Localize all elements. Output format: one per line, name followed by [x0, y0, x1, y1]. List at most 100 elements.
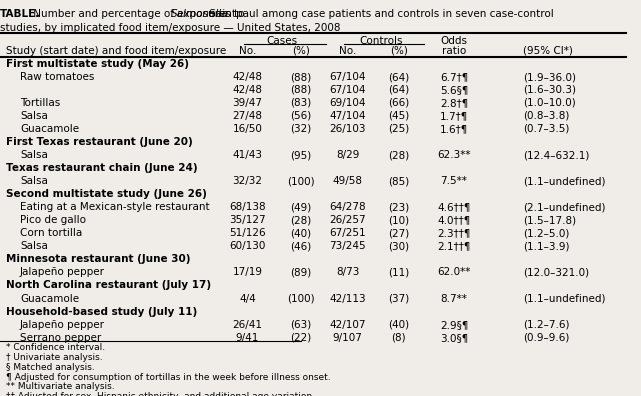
- Text: Salsa: Salsa: [20, 241, 48, 251]
- Text: (46): (46): [290, 241, 312, 251]
- Text: Jalapeño pepper: Jalapeño pepper: [20, 267, 105, 278]
- Text: (1.2–7.6): (1.2–7.6): [523, 320, 569, 330]
- Text: (23): (23): [388, 202, 410, 212]
- Text: (27): (27): [388, 228, 410, 238]
- Text: (30): (30): [388, 241, 410, 251]
- Text: Salsa: Salsa: [20, 111, 48, 121]
- Text: § Matched analysis.: § Matched analysis.: [6, 363, 95, 372]
- Text: (63): (63): [290, 320, 312, 330]
- Text: (83): (83): [290, 98, 312, 108]
- Text: 47/104: 47/104: [329, 111, 366, 121]
- Text: (28): (28): [290, 215, 312, 225]
- Text: (1.1–3.9): (1.1–3.9): [523, 241, 569, 251]
- Text: †† Adjusted for sex, Hispanic ethnicity, and additional age variation.: †† Adjusted for sex, Hispanic ethnicity,…: [6, 392, 315, 396]
- Text: Tortillas: Tortillas: [20, 98, 60, 108]
- Text: 4.6††¶: 4.6††¶: [437, 202, 470, 212]
- Text: (1.9–36.0): (1.9–36.0): [523, 72, 576, 82]
- Text: (%): (%): [390, 46, 408, 56]
- Text: 73/245: 73/245: [329, 241, 366, 251]
- Text: (56): (56): [290, 111, 312, 121]
- Text: No.: No.: [339, 46, 356, 56]
- Text: (0.9–9.6): (0.9–9.6): [523, 333, 569, 343]
- Text: (1.6–30.3): (1.6–30.3): [523, 85, 576, 95]
- Text: (1.0–10.0): (1.0–10.0): [523, 98, 576, 108]
- Text: 2.3††¶: 2.3††¶: [437, 228, 470, 238]
- Text: 62.3**: 62.3**: [437, 150, 470, 160]
- Text: Second multistate study (June 26): Second multistate study (June 26): [6, 189, 207, 199]
- Text: Guacamole: Guacamole: [20, 124, 79, 134]
- Text: (66): (66): [388, 98, 410, 108]
- Text: (40): (40): [290, 228, 311, 238]
- Text: (1.5–17.8): (1.5–17.8): [523, 215, 576, 225]
- Text: 68/138: 68/138: [229, 202, 265, 212]
- Text: 17/19: 17/19: [232, 267, 262, 278]
- Text: (49): (49): [290, 202, 312, 212]
- Text: (0.7–3.5): (0.7–3.5): [523, 124, 569, 134]
- Text: 60/130: 60/130: [229, 241, 265, 251]
- Text: 39/47: 39/47: [232, 98, 262, 108]
- Text: (37): (37): [388, 294, 410, 304]
- Text: (100): (100): [287, 294, 314, 304]
- Text: 51/126: 51/126: [229, 228, 265, 238]
- Text: 4/4: 4/4: [239, 294, 256, 304]
- Text: 42/48: 42/48: [232, 85, 262, 95]
- Text: (85): (85): [388, 176, 410, 186]
- Text: 27/48: 27/48: [232, 111, 262, 121]
- Text: (2.1–undefined): (2.1–undefined): [523, 202, 605, 212]
- Text: Study (start date) and food item/exposure: Study (start date) and food item/exposur…: [6, 46, 226, 56]
- Text: Controls: Controls: [360, 36, 403, 46]
- Text: First multistate study (May 26): First multistate study (May 26): [6, 59, 189, 69]
- Text: Guacamole: Guacamole: [20, 294, 79, 304]
- Text: Jalapeño pepper: Jalapeño pepper: [20, 320, 105, 330]
- Text: (1.1–undefined): (1.1–undefined): [523, 176, 605, 186]
- Text: (95% CI*): (95% CI*): [523, 46, 573, 56]
- Text: 67/104: 67/104: [329, 72, 366, 82]
- Text: First Texas restaurant (June 20): First Texas restaurant (June 20): [6, 137, 193, 147]
- Text: (95): (95): [290, 150, 312, 160]
- Text: Salmonella: Salmonella: [171, 9, 228, 19]
- Text: 35/127: 35/127: [229, 215, 265, 225]
- Text: 49/58: 49/58: [333, 176, 363, 186]
- Text: (32): (32): [290, 124, 312, 134]
- Text: * Confidence interval.: * Confidence interval.: [6, 343, 105, 352]
- Text: Cases: Cases: [266, 36, 297, 46]
- Text: (12.0–321.0): (12.0–321.0): [523, 267, 589, 278]
- Text: 64/278: 64/278: [329, 202, 366, 212]
- Text: 6.7†¶: 6.7†¶: [440, 72, 468, 82]
- Text: 4.0††¶: 4.0††¶: [437, 215, 470, 225]
- Text: Texas restaurant chain (June 24): Texas restaurant chain (June 24): [6, 163, 198, 173]
- Text: 26/257: 26/257: [329, 215, 366, 225]
- Text: Odds: Odds: [440, 36, 467, 46]
- Text: Saintpaul among case patients and controls in seven case-control: Saintpaul among case patients and contro…: [206, 9, 554, 19]
- Text: 42/48: 42/48: [232, 72, 262, 82]
- Text: 67/251: 67/251: [329, 228, 366, 238]
- Text: 42/113: 42/113: [329, 294, 366, 304]
- Text: (25): (25): [388, 124, 410, 134]
- Text: 1.6†¶: 1.6†¶: [440, 124, 468, 134]
- Text: (0.8–3.8): (0.8–3.8): [523, 111, 569, 121]
- Text: 8/73: 8/73: [336, 267, 359, 278]
- Text: (10): (10): [388, 215, 410, 225]
- Text: 1.7†¶: 1.7†¶: [440, 111, 468, 121]
- Text: (12.4–632.1): (12.4–632.1): [523, 150, 589, 160]
- Text: (45): (45): [388, 111, 410, 121]
- Text: Number and percentage of exposures to: Number and percentage of exposures to: [30, 9, 248, 19]
- Text: (1.1–undefined): (1.1–undefined): [523, 294, 605, 304]
- Text: 8.7**: 8.7**: [440, 294, 467, 304]
- Text: Pico de gallo: Pico de gallo: [20, 215, 86, 225]
- Text: 69/104: 69/104: [329, 98, 366, 108]
- Text: 9/107: 9/107: [333, 333, 363, 343]
- Text: 16/50: 16/50: [233, 124, 262, 134]
- Text: (40): (40): [388, 320, 410, 330]
- Text: 41/43: 41/43: [232, 150, 262, 160]
- Text: Minnesota restaurant (June 30): Minnesota restaurant (June 30): [6, 254, 191, 264]
- Text: 26/103: 26/103: [329, 124, 366, 134]
- Text: (100): (100): [287, 176, 314, 186]
- Text: (22): (22): [290, 333, 312, 343]
- Text: Raw tomatoes: Raw tomatoes: [20, 72, 94, 82]
- Text: 2.9§¶: 2.9§¶: [440, 320, 468, 330]
- Text: ¶ Adjusted for consumption of tortillas in the week before illness onset.: ¶ Adjusted for consumption of tortillas …: [6, 373, 331, 381]
- Text: North Carolina restaurant (July 17): North Carolina restaurant (July 17): [6, 280, 212, 290]
- Text: 9/41: 9/41: [236, 333, 259, 343]
- Text: 67/104: 67/104: [329, 85, 366, 95]
